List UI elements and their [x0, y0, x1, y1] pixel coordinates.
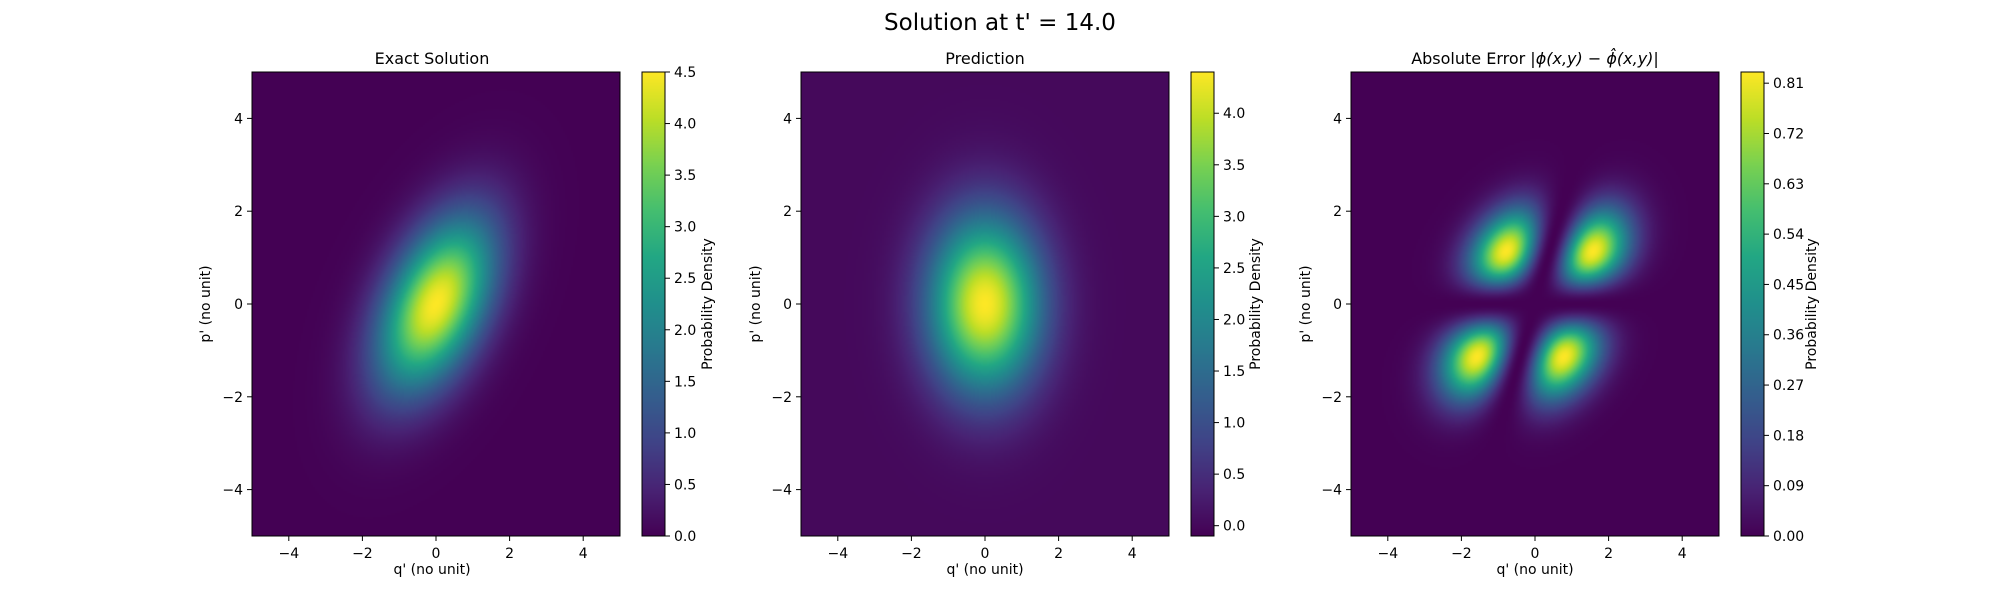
colorbar-tick-label: 1.5 — [1223, 364, 1245, 380]
y-tick-label: 4 — [1333, 111, 1342, 127]
y-tick-label: −4 — [771, 483, 792, 499]
colorbar-frame-exact — [641, 71, 666, 537]
colorbar-tick-label: 3.5 — [674, 168, 696, 184]
heatmap-error — [1351, 72, 1719, 536]
y-tick-label: 2 — [783, 204, 792, 220]
figure-suptitle: Solution at t' = 14.0 — [884, 10, 1116, 36]
x-tick-label: 2 — [1054, 546, 1063, 562]
colorbar-tick-label: 0.5 — [1223, 467, 1245, 483]
x-axis-label-prediction: q' (no unit) — [946, 562, 1023, 578]
x-tick-label: 4 — [1128, 546, 1137, 562]
y-tick-label: 0 — [783, 297, 792, 313]
colorbar-tick-label: 2.5 — [1223, 261, 1245, 277]
y-tick-label: 4 — [783, 111, 792, 127]
colorbar-tick-label: 0.81 — [1773, 76, 1804, 92]
x-ticks-prediction: −4 −2 0 2 4 — [827, 536, 1137, 562]
colorbar-frame-error — [1740, 71, 1765, 537]
colorbar-tick-label: 0.27 — [1773, 378, 1804, 394]
colorbar-tick-label: 0.5 — [674, 477, 696, 493]
colorbar-tick-label: 0.36 — [1773, 328, 1804, 344]
x-tick-label: −4 — [1377, 546, 1398, 562]
colorbar-error — [1741, 72, 1764, 536]
panel-title-error: Absolute Error |ϕ(x,y) − ϕ̂(x,y)| — [1411, 48, 1659, 68]
x-tick-label: 2 — [1604, 546, 1613, 562]
y-tick-label: −2 — [771, 390, 792, 406]
colorbar-ticks-exact: 0.0 0.5 1.0 1.5 2.0 2.5 3.0 3.5 4.0 4.5 — [665, 65, 696, 545]
x-tick-label: 2 — [505, 546, 514, 562]
colorbar-prediction — [1191, 72, 1214, 536]
x-axis-label-error: q' (no unit) — [1496, 562, 1573, 578]
colorbar-tick-label: 0.00 — [1773, 529, 1804, 545]
y-tick-label: −2 — [1321, 390, 1342, 406]
panel-title-error-math: ϕ(x,y) − — [1536, 49, 1607, 68]
y-ticks-exact: −4 −2 0 2 4 — [222, 111, 252, 499]
colorbar-tick-label: 2.5 — [674, 271, 696, 287]
y-tick-label: −2 — [222, 390, 243, 406]
x-tick-label: 0 — [981, 546, 990, 562]
x-tick-label: −2 — [901, 546, 922, 562]
panel-title-exact: Exact Solution — [375, 49, 490, 68]
x-tick-label: −2 — [352, 546, 373, 562]
colorbar-tick-label: 0.0 — [674, 529, 696, 545]
y-tick-label: 2 — [234, 204, 243, 220]
y-tick-label: 2 — [1333, 204, 1342, 220]
x-tick-label: −4 — [278, 546, 299, 562]
colorbar-tick-label: 3.5 — [1223, 158, 1245, 174]
x-ticks-error: −4 −2 0 2 4 — [1377, 536, 1687, 562]
colorbar-tick-label: 1.5 — [674, 374, 696, 390]
colorbar-tick-label: 0.0 — [1223, 519, 1245, 535]
x-axis-label-exact: q' (no unit) — [393, 562, 470, 578]
panel-title-prediction: Prediction — [945, 49, 1024, 68]
colorbar-tick-label: 0.72 — [1773, 126, 1804, 142]
colorbar-frame-prediction — [1190, 71, 1215, 537]
colorbar-tick-label: 4.5 — [674, 65, 696, 81]
x-tick-label: 4 — [1678, 546, 1687, 562]
y-tick-label: −4 — [1321, 483, 1342, 499]
x-tick-label: 4 — [579, 546, 588, 562]
colorbar-ticks-prediction: 0.0 0.5 1.0 1.5 2.0 2.5 3.0 3.5 4.0 — [1214, 106, 1245, 535]
colorbar-label-prediction: Probability Density — [1248, 238, 1264, 370]
heatmap-prediction — [801, 72, 1169, 536]
colorbar-label-error: Probability Density — [1804, 238, 1820, 370]
panel-title-error-math-end: (x,y)| — [1617, 49, 1659, 68]
colorbar-exact — [642, 72, 665, 536]
colorbar-tick-label: 2.0 — [674, 323, 696, 339]
x-tick-label: −4 — [827, 546, 848, 562]
panel-title-error-plain: Absolute Error | — [1411, 49, 1536, 68]
colorbar-tick-label: 0.54 — [1773, 227, 1804, 243]
y-ticks-error: −4 −2 0 2 4 — [1321, 111, 1351, 499]
colorbar-tick-label: 0.09 — [1773, 479, 1804, 495]
y-tick-label: 0 — [234, 297, 243, 313]
colorbar-tick-label: 4.0 — [674, 117, 696, 133]
x-tick-label: 0 — [1531, 546, 1540, 562]
colorbar-tick-label: 1.0 — [674, 426, 696, 442]
y-tick-label: −4 — [222, 483, 243, 499]
colorbar-tick-label: 4.0 — [1223, 106, 1245, 122]
y-tick-label: 0 — [1333, 297, 1342, 313]
y-axis-label-prediction: p' (no unit) — [748, 265, 764, 342]
colorbar-tick-label: 0.63 — [1773, 177, 1804, 193]
y-axis-label-exact: p' (no unit) — [198, 265, 214, 342]
colorbar-tick-label: 3.0 — [674, 220, 696, 236]
colorbar-tick-label: 2.0 — [1223, 312, 1245, 328]
colorbar-tick-label: 0.45 — [1773, 277, 1804, 293]
y-axis-label-error: p' (no unit) — [1298, 265, 1314, 342]
colorbar-label-exact: Probability Density — [700, 238, 716, 370]
colorbar-tick-label: 1.0 — [1223, 416, 1245, 432]
colorbar-ticks-error: 0.00 0.09 0.18 0.27 0.36 0.45 0.54 0.63 0.72 0.81 — [1764, 76, 1804, 545]
x-tick-label: 0 — [432, 546, 441, 562]
x-tick-label: −2 — [1451, 546, 1472, 562]
panel-title-error-hat: ϕ̂ — [1606, 48, 1617, 68]
colorbar-tick-label: 3.0 — [1223, 209, 1245, 225]
heatmap-exact — [252, 72, 620, 536]
y-ticks-prediction: −4 −2 0 2 4 — [771, 111, 801, 499]
panel-exact-solution: Exact Solution −4 −2 0 2 4 −4 −2 0 2 4 q' (no un… — [198, 49, 716, 578]
colorbar-tick-label: 0.18 — [1773, 428, 1804, 444]
x-ticks-exact: −4 −2 0 2 4 — [278, 536, 588, 562]
y-tick-label: 4 — [234, 111, 243, 127]
panel-absolute-error: Absolute Error |ϕ(x,y) − ϕ̂(x,y)| −4 −2 0 2… — [1298, 48, 1820, 578]
